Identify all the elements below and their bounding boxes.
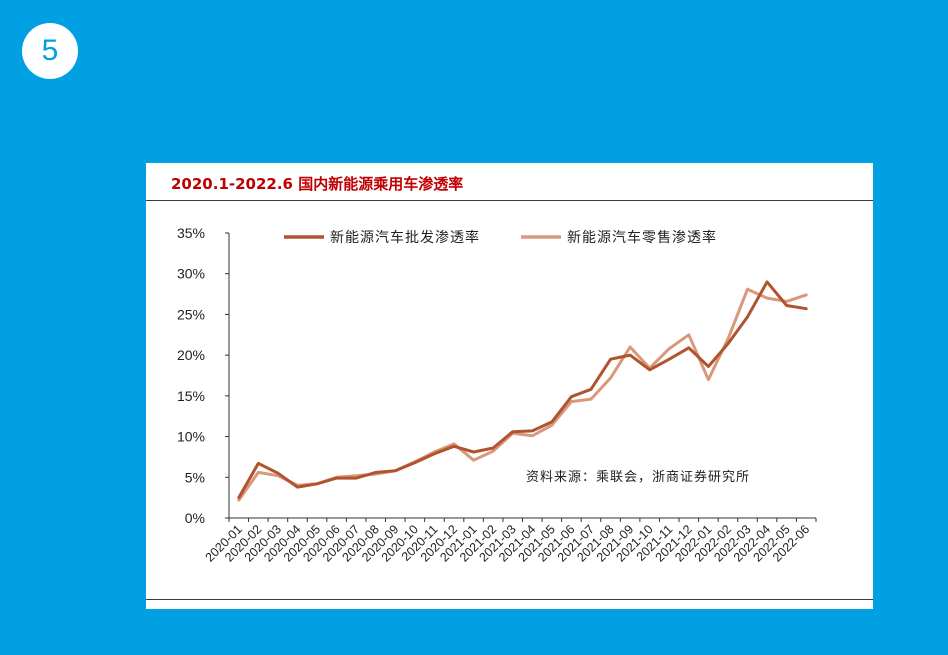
line-chart: 0%5%10%15%20%25%30%35%2020-012020-022020… bbox=[177, 225, 817, 565]
title-divider bbox=[146, 200, 873, 201]
y-tick-label: 15% bbox=[177, 388, 205, 404]
chart-panel: 2020.1-2022.6 国内新能源乘用车渗透率 0% 5% 10% 15% 20% 2… bbox=[146, 163, 873, 609]
legend-label-1: 新能源汽车批发渗透率 bbox=[330, 229, 480, 246]
slide-number: 5 bbox=[41, 34, 59, 67]
legend-label-2: 新能源汽车零售渗透率 bbox=[567, 229, 717, 246]
slide-number-badge: 5 bbox=[22, 23, 78, 79]
series-line-1 bbox=[237, 280, 808, 500]
y-tick-label: 10% bbox=[177, 429, 205, 445]
chart-title: 2020.1-2022.6 国内新能源乘用车渗透率 bbox=[171, 175, 464, 193]
y-tick-label: 0% bbox=[185, 510, 205, 526]
y-tick-label: 35% bbox=[177, 225, 205, 241]
y-tick-label: 25% bbox=[177, 306, 205, 322]
y-tick-label: 5% bbox=[185, 469, 205, 485]
y-tick-label: 20% bbox=[177, 347, 205, 363]
y-tick-label: 30% bbox=[177, 266, 205, 282]
bottom-divider bbox=[146, 599, 873, 600]
source-note: 资料来源：乘联会，浙商证券研究所 bbox=[526, 470, 751, 485]
